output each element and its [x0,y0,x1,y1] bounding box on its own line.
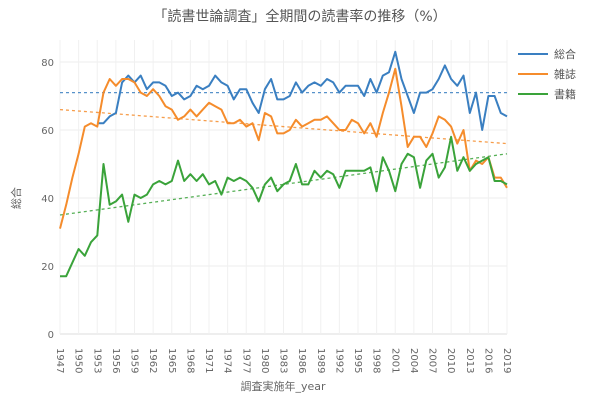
svg-text:1986: 1986 [296,348,307,373]
svg-text:1989: 1989 [315,348,326,373]
svg-text:2016: 2016 [482,348,493,373]
y-axis-ticks: 0 20 40 60 80 [41,58,54,341]
svg-text:1959: 1959 [129,348,140,373]
svg-text:20: 20 [41,262,54,273]
svg-text:2004: 2004 [408,348,419,373]
legend-label: 雑誌 [554,68,576,81]
svg-text:2001: 2001 [389,348,400,373]
svg-text:1983: 1983 [278,348,289,373]
svg-text:2019: 2019 [501,348,512,373]
svg-text:80: 80 [41,58,54,69]
legend-swatch-icon [518,53,548,55]
svg-text:1965: 1965 [166,348,177,373]
svg-text:1953: 1953 [91,348,102,373]
legend-item-zasshi[interactable]: 雑誌 [518,64,576,84]
chart-title: 「読書世論調査」全期間の読書率の推移（%） [153,9,447,25]
data-series [59,50,508,278]
svg-text:1956: 1956 [110,348,121,373]
svg-text:1998: 1998 [371,348,382,373]
trend-lines [59,91,508,216]
svg-text:60: 60 [41,126,54,137]
grid-lines [59,40,508,335]
svg-text:1980: 1980 [259,348,270,373]
legend-item-sogo[interactable]: 総合 [518,44,576,64]
legend-label: 総合 [554,48,576,61]
svg-text:1968: 1968 [184,348,195,373]
legend-item-shoseki[interactable]: 書籍 [518,84,576,104]
legend-label: 書籍 [554,88,576,101]
svg-text:0: 0 [48,330,54,341]
svg-text:1977: 1977 [240,348,251,373]
x-axis-ticks: 1947 1950 1953 1956 1959 1962 1965 1968 1971 1974… [54,348,512,373]
svg-text:2007: 2007 [427,348,438,373]
svg-text:1962: 1962 [147,348,158,373]
legend: 総合 雑誌 書籍 [518,44,576,104]
svg-text:1947: 1947 [54,348,65,373]
svg-text:1974: 1974 [222,348,233,373]
svg-text:1992: 1992 [333,348,344,373]
svg-text:1995: 1995 [352,348,363,373]
svg-text:2013: 2013 [464,348,475,373]
svg-text:2010: 2010 [445,348,456,373]
legend-swatch-icon [518,93,548,95]
y-axis-label: 総合 [9,187,23,209]
svg-text:1950: 1950 [73,348,84,373]
legend-swatch-icon [518,73,548,75]
svg-text:40: 40 [41,194,54,205]
svg-text:1971: 1971 [203,348,214,373]
x-axis-label: 調査実施年_year [240,379,326,393]
